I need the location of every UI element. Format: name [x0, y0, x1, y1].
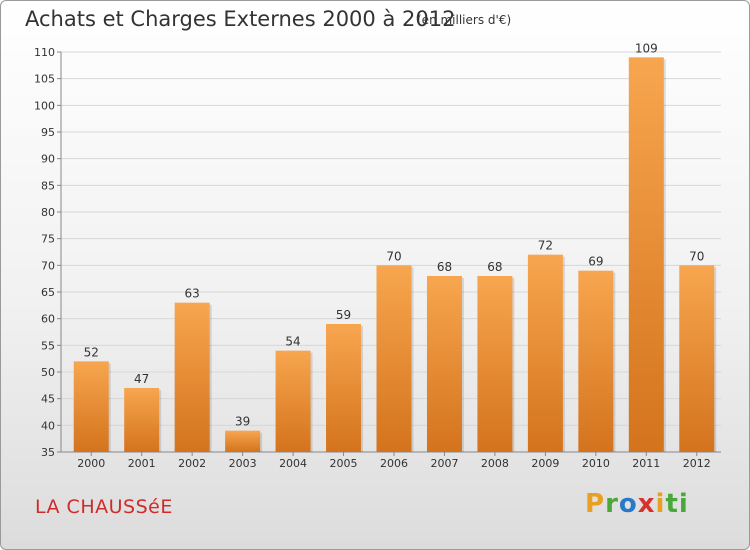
x-tick-label: 2000 — [77, 457, 105, 470]
proxiti-logo: Proxiti — [585, 489, 689, 519]
x-tick-label: 2003 — [229, 457, 257, 470]
logo-letter: x — [637, 489, 656, 519]
bar — [628, 57, 664, 452]
bar-value-label: 72 — [538, 239, 553, 253]
y-tick-label: 40 — [41, 419, 55, 432]
bar-value-label: 47 — [134, 372, 149, 386]
bar-value-label: 68 — [437, 260, 452, 274]
y-tick-label: 60 — [41, 313, 55, 326]
logo-letter: o — [618, 489, 638, 519]
bar-value-label: 59 — [336, 308, 351, 322]
y-tick-label: 65 — [41, 286, 55, 299]
bar — [225, 430, 261, 452]
bar — [275, 350, 311, 452]
y-tick-label: 55 — [41, 339, 55, 352]
bar-value-label: 52 — [84, 345, 99, 359]
x-tick-label: 2002 — [178, 457, 206, 470]
bar — [679, 265, 715, 452]
y-tick-label: 95 — [41, 126, 55, 139]
bar-value-label: 70 — [689, 249, 704, 263]
x-tick-label: 2004 — [279, 457, 307, 470]
y-tick-label: 90 — [41, 153, 55, 166]
bar-value-label: 63 — [185, 287, 200, 301]
logo-letter: i — [655, 489, 666, 519]
bar-value-label: 109 — [635, 41, 658, 55]
bar — [376, 265, 412, 452]
y-tick-label: 105 — [34, 73, 55, 86]
y-tick-label: 85 — [41, 179, 55, 192]
chart-subtitle: (en milliers d'€) — [417, 13, 512, 27]
logo-letter: ti — [665, 489, 689, 519]
commune-name: LA CHAUSSéE — [35, 496, 173, 518]
x-tick-label: 2010 — [582, 457, 610, 470]
x-tick-label: 2009 — [531, 457, 559, 470]
bar — [578, 270, 614, 452]
y-tick-label: 35 — [41, 446, 55, 459]
y-tick-label: 45 — [41, 393, 55, 406]
y-tick-label: 100 — [34, 99, 55, 112]
x-tick-label: 2005 — [330, 457, 358, 470]
bar — [326, 324, 362, 452]
x-tick-label: 2008 — [481, 457, 509, 470]
y-tick-label: 80 — [41, 206, 55, 219]
bar — [174, 302, 210, 452]
bar-value-label: 69 — [588, 255, 603, 269]
bar — [73, 361, 109, 452]
y-tick-label: 70 — [41, 259, 55, 272]
x-tick-label: 2011 — [632, 457, 660, 470]
bar-value-label: 68 — [487, 260, 502, 274]
bar-value-label: 70 — [386, 249, 401, 263]
logo-letter: P — [585, 489, 606, 519]
bar — [426, 276, 462, 452]
logo-letter: r — [605, 489, 619, 519]
y-tick-label: 50 — [41, 366, 55, 379]
bar — [124, 388, 160, 452]
x-tick-label: 2012 — [683, 457, 711, 470]
bar — [527, 254, 563, 452]
bar — [477, 276, 513, 452]
bar-value-label: 39 — [235, 415, 250, 429]
y-tick-label: 110 — [34, 46, 55, 59]
y-tick-label: 75 — [41, 233, 55, 246]
x-tick-label: 2001 — [128, 457, 156, 470]
x-tick-label: 2007 — [430, 457, 458, 470]
chart-title: Achats et Charges Externes 2000 à 2012 — [25, 7, 456, 31]
bar-value-label: 54 — [285, 335, 300, 349]
x-tick-label: 2006 — [380, 457, 408, 470]
